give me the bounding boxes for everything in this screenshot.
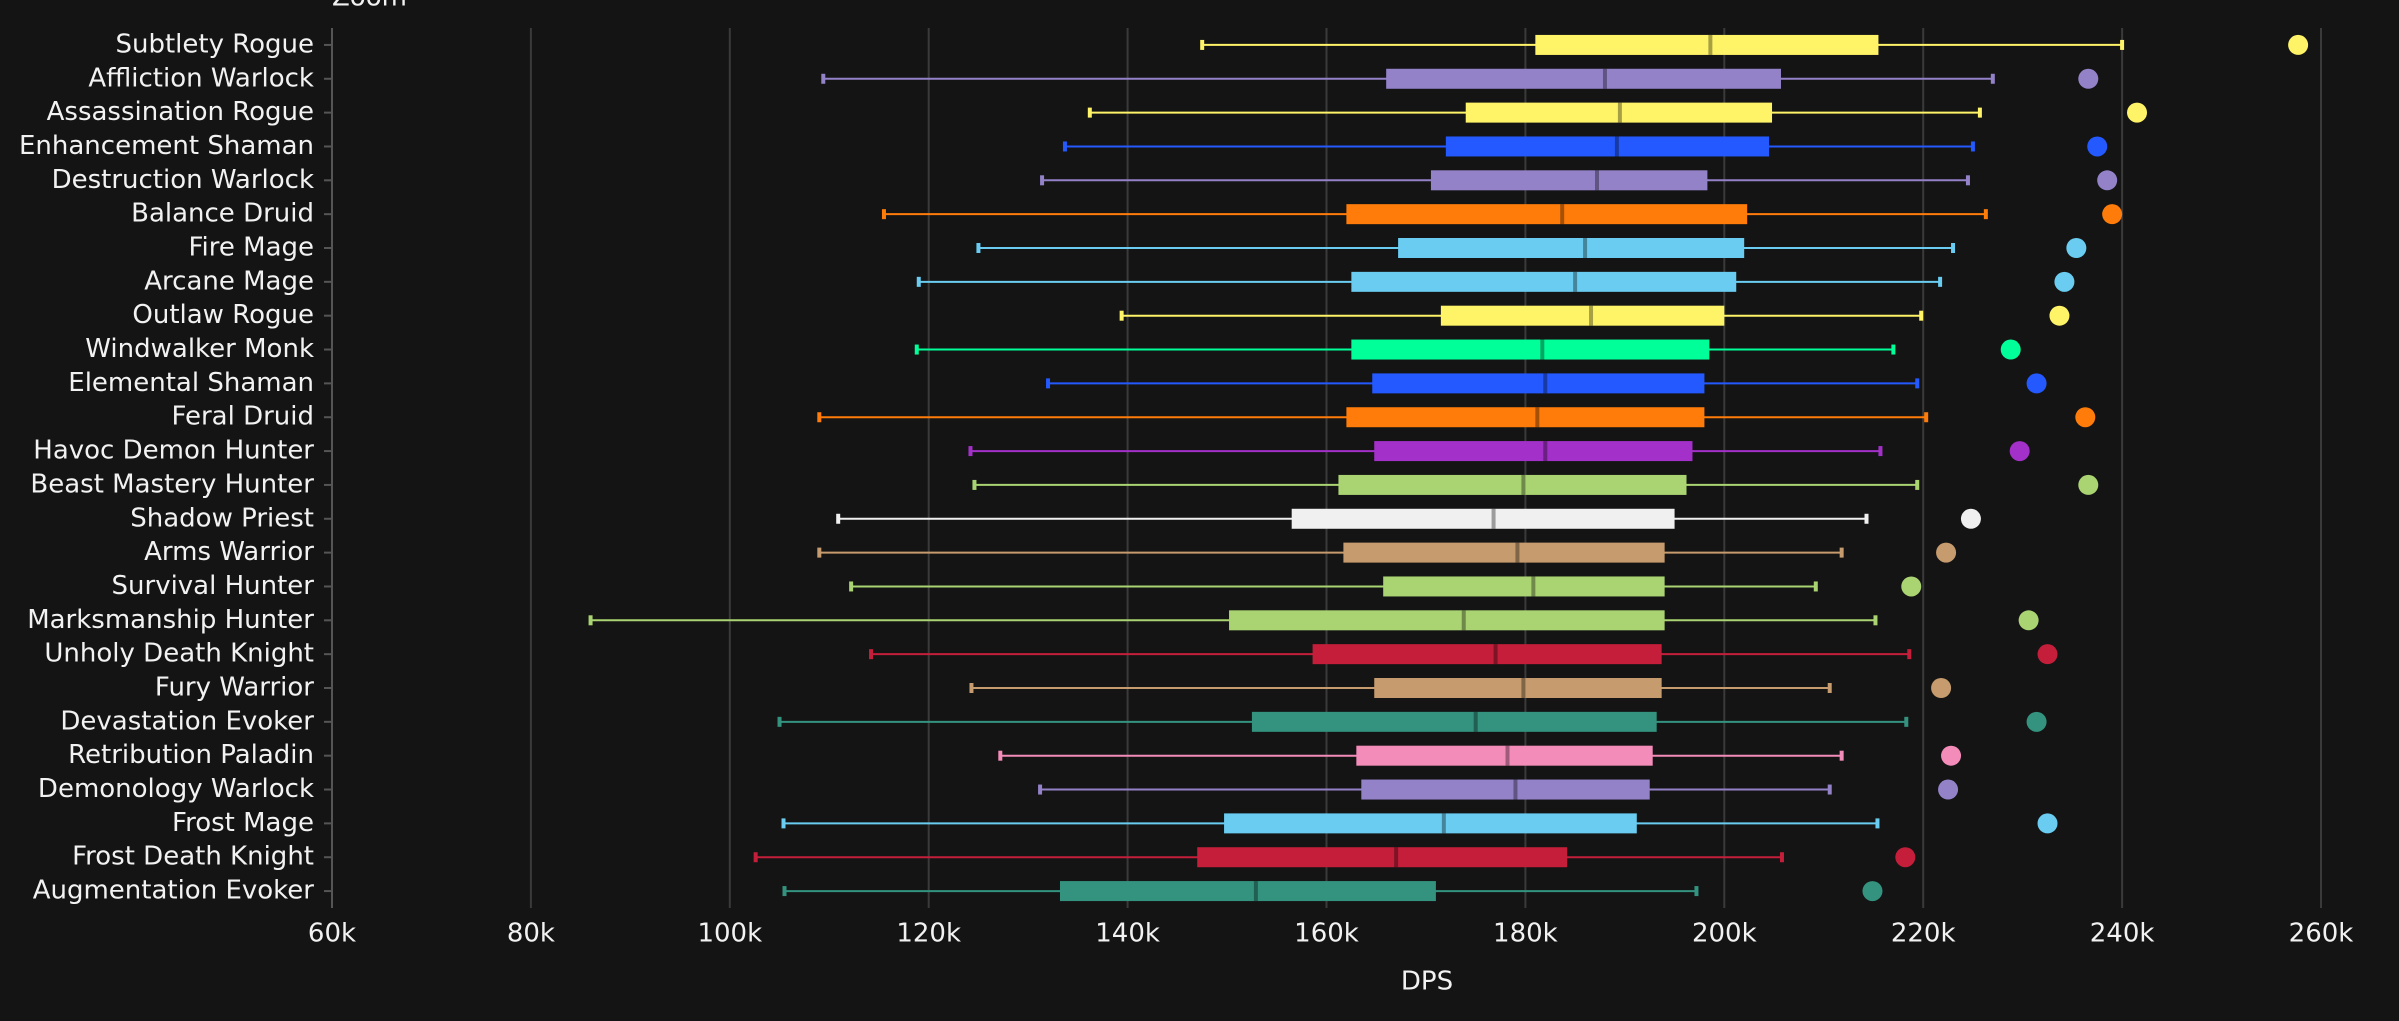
point — [2097, 170, 2118, 191]
y-tick-label: Affliction Warlock — [88, 63, 314, 93]
box — [1374, 678, 1662, 698]
x-tick-label: 140k — [1095, 919, 1160, 949]
y-tick-label: Outlaw Rogue — [132, 300, 314, 330]
y-tick-label: Destruction Warlock — [52, 165, 314, 195]
box — [1361, 779, 1650, 800]
box — [1059, 881, 1436, 902]
point — [2009, 441, 2030, 462]
point — [2078, 68, 2099, 89]
x-tick-label: 60k — [308, 919, 356, 949]
y-tick-label: Shadow Priest — [130, 503, 314, 533]
point — [1941, 745, 1962, 766]
y-tick-label: Unholy Death Knight — [44, 639, 314, 669]
y-tick-label: Frost Mage — [172, 808, 314, 838]
x-tick-label: 160k — [1294, 919, 1359, 949]
y-tick-label: Frost Death Knight — [72, 842, 314, 872]
box — [1343, 542, 1665, 563]
point — [1936, 542, 1957, 563]
point — [2037, 813, 2058, 834]
point — [2102, 204, 2123, 225]
y-tick-label: Feral Druid — [171, 402, 314, 432]
point — [2000, 339, 2021, 360]
y-tick-label: Enhancement Shaman — [19, 131, 314, 161]
x-axis-label: DPS — [1401, 967, 1453, 997]
y-tick-label: Beast Mastery Hunter — [30, 469, 314, 499]
point — [2054, 271, 2075, 292]
box — [1386, 68, 1781, 89]
point — [2018, 610, 2039, 631]
box — [1430, 170, 1708, 191]
x-tick-label: 80k — [507, 919, 555, 949]
box — [1351, 271, 1737, 292]
box — [1383, 576, 1665, 597]
x-tick-label: 180k — [1493, 919, 1558, 949]
y-tick-label: Demonology Warlock — [38, 774, 314, 804]
x-tick-label: 260k — [2289, 919, 2354, 949]
point — [2026, 711, 2047, 732]
box — [1346, 407, 1705, 428]
y-tick-label: Augmentation Evoker — [33, 876, 315, 906]
x-tick-label: 100k — [697, 919, 762, 949]
point — [2288, 34, 2309, 55]
y-tick-label: Balance Druid — [131, 199, 314, 229]
x-tick-label: 240k — [2090, 919, 2155, 949]
box — [1229, 610, 1665, 631]
y-tick-label: Retribution Paladin — [68, 740, 314, 770]
zoom-label[interactable]: Zoom — [332, 0, 407, 13]
box — [1291, 508, 1675, 529]
point — [1960, 508, 1981, 529]
x-tick-label: 200k — [1692, 919, 1757, 949]
box — [1445, 136, 1770, 157]
point — [2078, 474, 2099, 495]
x-tick-label: 120k — [896, 919, 961, 949]
y-tick-label: Marksmanship Hunter — [27, 605, 314, 635]
box — [1374, 441, 1693, 462]
box — [1356, 745, 1653, 766]
box — [1197, 847, 1568, 868]
box — [1346, 204, 1748, 225]
point — [2087, 136, 2108, 157]
y-tick-label: Havoc Demon Hunter — [33, 436, 314, 466]
box — [1372, 373, 1705, 394]
y-tick-label: Assassination Rogue — [47, 97, 314, 127]
y-tick-label: Arms Warrior — [144, 537, 314, 567]
box — [1251, 711, 1657, 732]
box — [1338, 474, 1687, 495]
point — [2049, 305, 2070, 326]
y-tick-label: Elemental Shaman — [68, 368, 314, 398]
x-tick-label: 220k — [1891, 919, 1956, 949]
box — [1440, 305, 1725, 326]
box — [1351, 339, 1710, 360]
box — [1535, 34, 1879, 55]
point — [2026, 373, 2047, 394]
point — [2075, 407, 2096, 428]
y-tick-label: Windwalker Monk — [85, 334, 314, 364]
box — [1312, 644, 1662, 665]
y-tick-label: Fire Mage — [188, 233, 314, 263]
y-tick-label: Fury Warrior — [155, 673, 314, 703]
y-tick-label: Devastation Evoker — [60, 706, 314, 736]
point — [1862, 881, 1883, 902]
point — [2037, 644, 2058, 665]
point — [1895, 847, 1916, 868]
box — [1224, 813, 1637, 834]
y-tick-label: Subtlety Rogue — [115, 29, 314, 59]
point — [1938, 779, 1959, 800]
y-tick-label: Arcane Mage — [144, 266, 314, 296]
y-tick-label: Survival Hunter — [112, 571, 315, 601]
box — [1465, 102, 1773, 123]
point — [2066, 238, 2087, 258]
point — [2127, 102, 2148, 123]
point — [1931, 678, 1952, 698]
point — [1901, 576, 1922, 597]
box — [1398, 238, 1745, 258]
